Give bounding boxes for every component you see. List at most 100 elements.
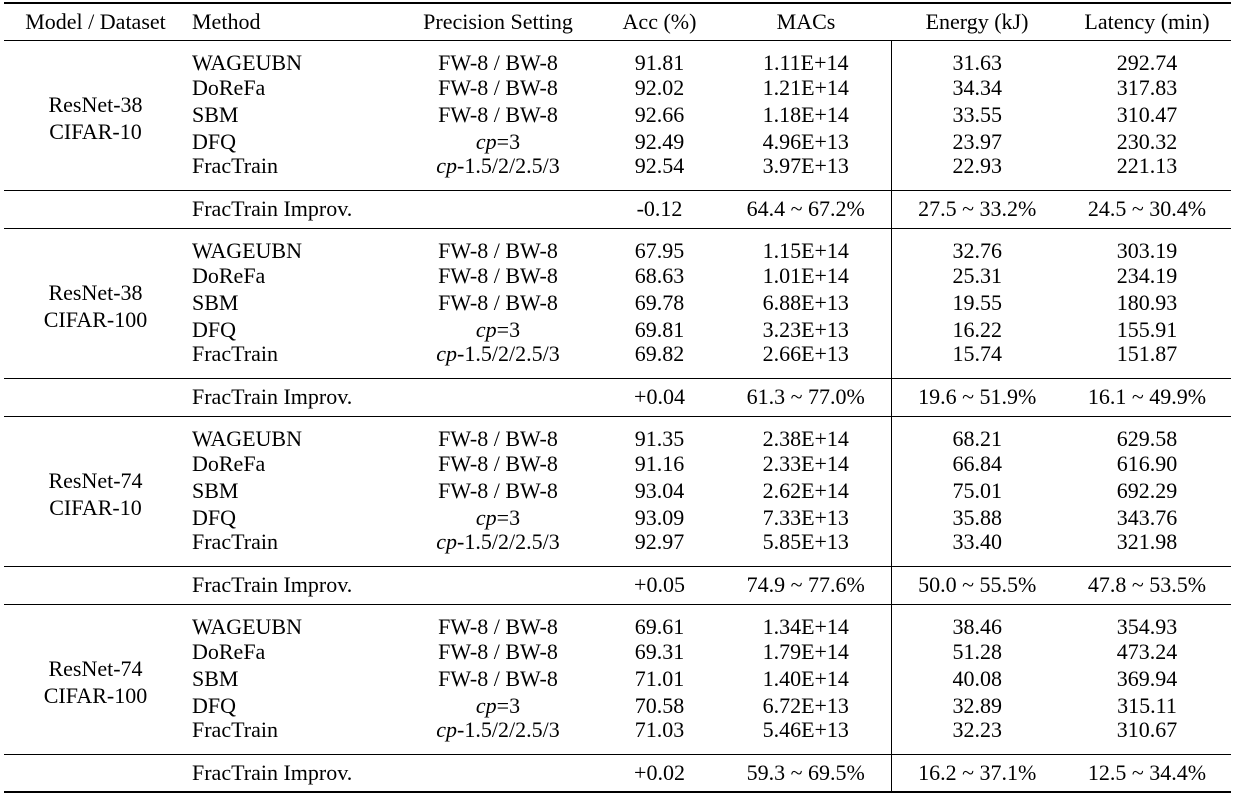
method-cell: DoReFa (192, 638, 266, 664)
latency-improvement: 12.5 ~ 34.4% (1087, 759, 1207, 785)
energy-cell: 35.88 (890, 504, 1063, 531)
energy-cell: 68.21 (890, 416, 1063, 450)
acc-cell: 91.16 (634, 450, 685, 476)
macs-cell: 5.46E+13 (762, 717, 849, 742)
latency-cell: 369.94 (1116, 665, 1178, 691)
macs-cell: 2.38E+14 (762, 426, 849, 451)
macs-cell: 1.01E+14 (762, 262, 849, 288)
latency-cell: 317.83 (1116, 74, 1178, 100)
macs-cell: 2.33E+14 (762, 450, 849, 476)
precision-rest: -1.5/2/2.5/3 (457, 341, 560, 366)
table-row: FracTrain cp-1.5/2/2.5/3 92.54 3.97E+13 … (4, 155, 1231, 190)
acc-improvement: +0.02 (634, 759, 685, 785)
acc-cell: 92.54 (634, 153, 685, 178)
latency-cell: 692.29 (1116, 477, 1178, 503)
table-row: DoReFa FW-8 / BW-8 68.63 1.01E+14 25.31 … (4, 262, 1231, 289)
precision-rest: =3 (496, 128, 521, 154)
macs-cell: 2.62E+14 (762, 477, 849, 503)
improvement-label: FracTrain Improv. (192, 759, 353, 785)
dataset-name: CIFAR-10 (49, 495, 142, 520)
macs-cell: 6.72E+13 (762, 692, 849, 718)
improvement-row: FracTrain Improv. -0.12 64.4 ~ 67.2% 27.… (4, 190, 1231, 228)
precision-italic: cp (436, 341, 458, 366)
latency-cell: 343.76 (1116, 504, 1178, 530)
latency-improvement: 16.1 ~ 49.9% (1087, 384, 1207, 409)
improvement-label: FracTrain Improv. (192, 196, 353, 221)
energy-cell: 40.08 (890, 665, 1063, 692)
macs-cell: 1.21E+14 (762, 74, 849, 100)
table-row: ResNet-38 CIFAR-10 WAGEUBN FW-8 / BW-8 9… (4, 40, 1231, 144)
latency-cell: 473.24 (1116, 638, 1178, 664)
macs-improvement: 59.3 ~ 69.5% (746, 759, 865, 785)
macs-cell: 7.33E+13 (762, 504, 849, 530)
latency-cell: 230.32 (1116, 128, 1178, 154)
macs-cell: 4.96E+13 (762, 128, 849, 154)
energy-improvement: 19.6 ~ 51.9% (890, 378, 1063, 416)
precision-rest: =3 (496, 692, 521, 718)
latency-cell: 354.93 (1116, 614, 1178, 639)
acc-cell: 71.01 (634, 665, 685, 691)
precision-cell: FW-8 / BW-8 (438, 477, 558, 503)
acc-cell: 92.49 (634, 128, 685, 154)
model-name: ResNet-38 (48, 92, 143, 117)
header-latency: Latency (min) (1084, 8, 1210, 34)
latency-cell: 310.47 (1116, 101, 1178, 127)
table-row: DFQ cp=3 69.81 3.23E+13 16.22 155.91 (4, 316, 1231, 343)
precision-cell: FW-8 / BW-8 (438, 450, 558, 476)
precision-italic: cp (436, 717, 458, 742)
table-row: DFQ cp=3 70.58 6.72E+13 32.89 315.11 (4, 692, 1231, 719)
method-cell: WAGEUBN (192, 614, 302, 639)
precision-italic: cp (475, 692, 497, 718)
precision-cell: FW-8 / BW-8 (438, 101, 558, 127)
acc-cell: 91.35 (634, 426, 685, 451)
latency-cell: 234.19 (1116, 262, 1178, 288)
latency-cell: 155.91 (1116, 316, 1178, 342)
latency-cell: 303.19 (1116, 238, 1178, 263)
macs-improvement: 64.4 ~ 67.2% (746, 196, 865, 221)
energy-cell: 51.28 (890, 638, 1063, 665)
acc-cell: 93.09 (634, 504, 685, 530)
method-cell: FracTrain (192, 717, 278, 742)
macs-cell: 3.23E+13 (762, 316, 849, 342)
precision-cell: FW-8 / BW-8 (438, 638, 558, 664)
precision-cell: FW-8 / BW-8 (438, 74, 558, 100)
model-dataset-cell: ResNet-74 CIFAR-100 (4, 604, 187, 754)
table-row: DoReFa FW-8 / BW-8 92.02 1.21E+14 34.34 … (4, 74, 1231, 101)
latency-cell: 310.67 (1116, 717, 1178, 742)
macs-cell: 2.66E+13 (762, 341, 849, 366)
precision-cell: FW-8 / BW-8 (438, 262, 558, 288)
energy-improvement: 27.5 ~ 33.2% (890, 190, 1063, 228)
acc-cell: 70.58 (634, 692, 685, 718)
macs-cell: 1.15E+14 (762, 238, 849, 263)
precision-cell: cp=3 (398, 692, 598, 719)
acc-cell: 69.61 (634, 614, 685, 639)
energy-cell: 38.46 (890, 604, 1063, 638)
latency-cell: 616.90 (1116, 450, 1178, 476)
acc-improvement: -0.12 (636, 196, 683, 221)
table-row: ResNet-74 CIFAR-10 WAGEUBN FW-8 / BW-8 9… (4, 416, 1231, 520)
macs-cell: 1.79E+14 (762, 638, 849, 664)
results-table: Model / Dataset Method Precision Setting… (4, 2, 1231, 793)
table-row: SBM FW-8 / BW-8 92.66 1.18E+14 33.55 310… (4, 101, 1231, 128)
table-row: FracTrain cp-1.5/2/2.5/3 69.82 2.66E+13 … (4, 343, 1231, 378)
acc-cell: 67.95 (634, 238, 685, 263)
acc-cell: 92.97 (634, 529, 685, 554)
precision-cell: cp=3 (398, 128, 598, 155)
model-name: ResNet-74 (48, 656, 143, 681)
method-cell: WAGEUBN (192, 50, 302, 75)
table-row: FracTrain cp-1.5/2/2.5/3 92.97 5.85E+13 … (4, 531, 1231, 566)
energy-cell: 23.97 (890, 128, 1063, 155)
dataset-name: CIFAR-100 (43, 307, 148, 332)
precision-cell: FW-8 / BW-8 (438, 289, 558, 315)
method-cell: DFQ (192, 692, 237, 718)
latency-cell: 151.87 (1116, 341, 1178, 366)
table-row: SBM FW-8 / BW-8 71.01 1.40E+14 40.08 369… (4, 665, 1231, 692)
model-dataset-cell: ResNet-38 CIFAR-10 (4, 40, 187, 190)
energy-cell: 32.89 (890, 692, 1063, 719)
acc-improvement: +0.04 (634, 384, 685, 409)
precision-cell: FW-8 / BW-8 (438, 665, 558, 691)
precision-italic: cp (475, 316, 497, 342)
improvement-row: FracTrain Improv. +0.04 61.3 ~ 77.0% 19.… (4, 378, 1231, 416)
energy-cell: 75.01 (890, 477, 1063, 504)
precision-cell: cp=3 (398, 316, 598, 343)
